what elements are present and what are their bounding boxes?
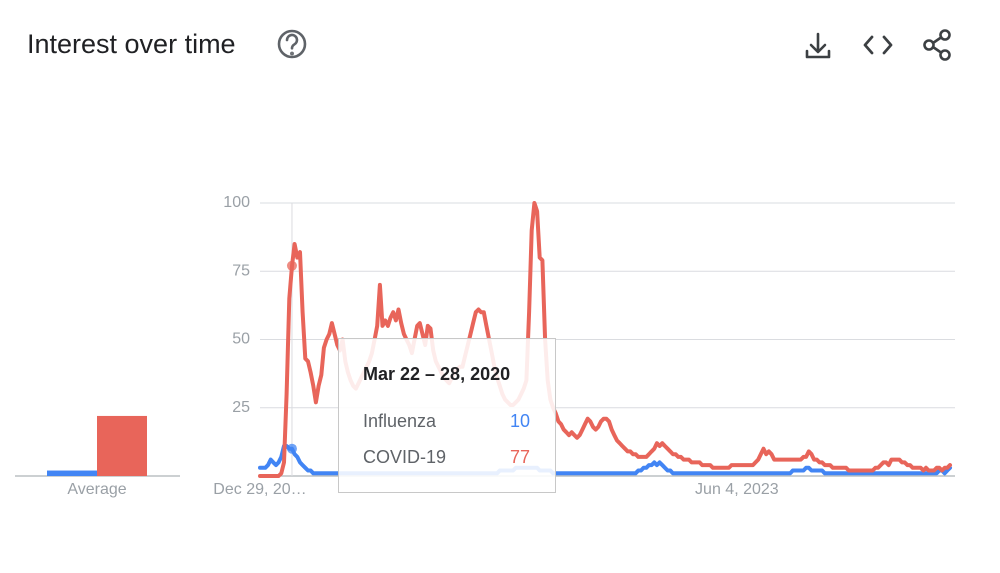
y-tick-label: 50: [232, 331, 250, 348]
share-icon[interactable]: [923, 29, 951, 61]
hover-dot: [286, 443, 297, 454]
hover-dot: [286, 260, 297, 271]
tooltip-box: [338, 338, 556, 493]
help-icon[interactable]: [277, 29, 307, 59]
tooltip-series-value: 77: [510, 447, 530, 467]
tooltip-series-value: 10: [510, 411, 530, 431]
x-tick-label: Jun 4, 2023: [695, 481, 779, 498]
download-icon[interactable]: [805, 32, 831, 59]
tooltip-series-name: Influenza: [363, 411, 437, 431]
tooltip-series-name: COVID-19: [363, 447, 446, 467]
widget-title: Interest over time: [27, 29, 236, 59]
y-tick-label: 100: [223, 194, 250, 211]
tooltip: Mar 22 – 28, 2020 Influenza 10 COVID-19 77: [338, 338, 556, 493]
embed-icon[interactable]: [863, 35, 893, 55]
average-label: Average: [67, 481, 126, 498]
y-tick-label: 75: [232, 262, 250, 279]
average-bar: [47, 470, 97, 476]
series-line: [258, 201, 952, 478]
plot: 25 50 75 100 Dec 29, 20… Jun 4, 2023 Average Ma…: [15, 194, 955, 498]
average-bar: [97, 415, 147, 476]
y-tick-label: 25: [232, 399, 250, 416]
tooltip-title: Mar 22 – 28, 2020: [363, 364, 510, 384]
x-tick-label: Dec 29, 20…: [213, 481, 306, 498]
